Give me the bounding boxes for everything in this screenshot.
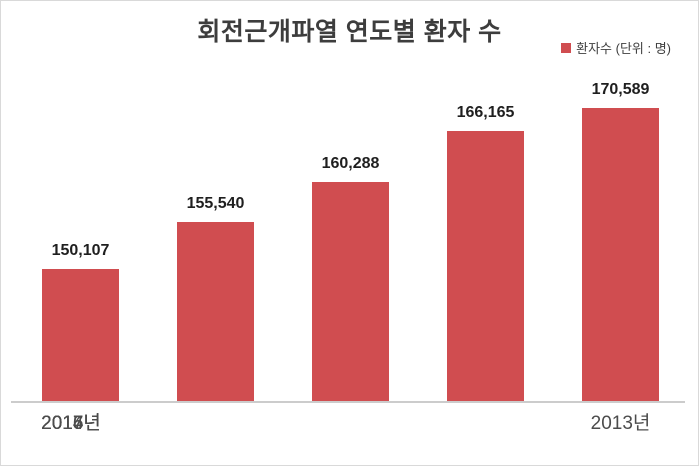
bar-value-label-2013: 150,107 (51, 242, 110, 259)
bar-value-label-2014: 155,540 (186, 195, 245, 212)
bar-value-label-2017: 170,589 (591, 81, 650, 98)
bar-group-2015: 160,288 (312, 81, 389, 402)
bar-2015 (312, 182, 389, 402)
legend-swatch-icon (561, 42, 572, 53)
bar-2016 (447, 131, 524, 402)
bar-2017 (582, 108, 659, 402)
legend-label: 환자수 (단위 : 명) (576, 41, 671, 56)
bar-group-2017: 170,589 (582, 81, 659, 402)
bar-group-2014: 155,540 (177, 81, 254, 402)
x-axis-line (11, 401, 685, 403)
bar-group-2016: 166,165 (447, 81, 524, 402)
plot-area: 150,107 155,540 160,288 166,165 170,589 (1, 81, 698, 402)
chart-title: 회전근개파열 연도별 환자 수 (197, 18, 502, 46)
x-axis-label-2014: 2014년 (41, 413, 101, 434)
x-axis-label-2016: 2016년 (41, 413, 101, 434)
x-axis-label-2013: 2013년 (590, 413, 651, 434)
bar-value-label-2015: 160,288 (321, 155, 380, 172)
x-axis-label-2015: 2015년 (41, 413, 101, 434)
legend: 환자수 (단위 : 명) (561, 38, 671, 57)
bar-2013 (42, 269, 119, 402)
bar-group-2013: 150,107 (42, 81, 119, 402)
x-axis-label-2017: 2017년 (41, 413, 101, 434)
bar-2014 (177, 222, 254, 402)
bar-value-label-2016: 166,165 (456, 104, 515, 121)
